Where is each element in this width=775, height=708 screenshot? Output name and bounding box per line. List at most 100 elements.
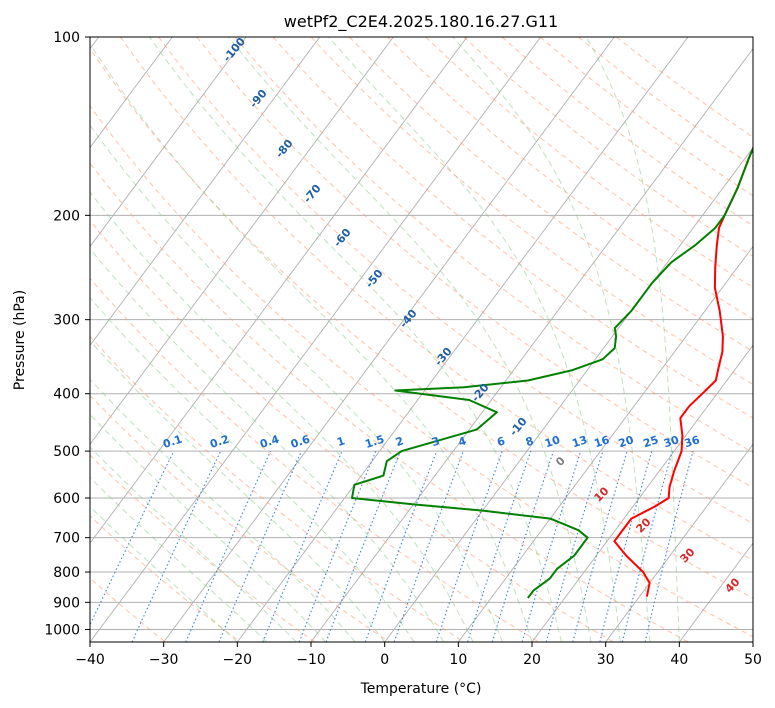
x-tick-label: 40	[670, 652, 688, 668]
dry-adiabat-line	[90, 335, 465, 642]
y-tick-label: 300	[53, 313, 80, 329]
moist-adiabat-line	[90, 505, 238, 642]
dry-adiabat-line	[310, 37, 753, 386]
plot-frame	[89, 36, 754, 643]
isotherm-line	[90, 37, 321, 347]
y-tick-label: 700	[53, 531, 80, 547]
mixing-ratio-label: 25	[642, 433, 661, 450]
mixing-ratio-label: 16	[593, 433, 612, 450]
isotherm-line	[605, 443, 753, 642]
chart-title: wetPf2_C2E4.2025.180.16.27.G11	[284, 12, 558, 32]
isotherm-line	[310, 47, 753, 642]
y-axis-ticks: 100 200 300 400 500 600 700 800 900 1000	[44, 30, 90, 638]
dry-adiabat-line	[90, 454, 315, 642]
mixing-ratio-label: 0.4	[258, 432, 281, 450]
moist-adiabats	[90, 37, 680, 642]
mixing-ratio-line	[393, 450, 464, 642]
dry-adiabat-line	[158, 37, 753, 525]
moist-adiabat-line	[90, 296, 415, 642]
mixing-ratio-label: 30	[662, 433, 681, 450]
x-tick-label: −20	[223, 652, 253, 668]
mixing-ratio-label: 10	[543, 433, 562, 450]
mixing-ratio-label: 13	[570, 433, 589, 450]
mixing-ratio-line	[572, 450, 628, 642]
isotherm-line	[90, 37, 247, 248]
dry-adiabat-line	[349, 37, 753, 353]
isotherm-line	[531, 344, 753, 642]
pressure-gridlines	[90, 37, 753, 630]
x-tick-label: 50	[744, 652, 762, 668]
x-tick-label: 30	[597, 652, 615, 668]
mixing-ratio-line	[466, 450, 532, 642]
mixing-ratio-label: 0.2	[208, 433, 231, 451]
temperature-profile-line	[613, 145, 753, 597]
dry-adiabat-line	[196, 37, 753, 489]
isotherm-line	[163, 37, 615, 642]
mixing-ratio-line	[262, 450, 343, 642]
mixing-ratio-lines	[90, 450, 694, 642]
dry-adiabat-line	[90, 105, 753, 638]
plot-area: 0.1 0.2 0.4 0.6 1 1.5 2 3 4 6 8 10 13 16 20 25 30 36-100-…	[90, 37, 753, 642]
dry-adiabat-line	[234, 37, 753, 454]
mixing-ratio-label: 1.5	[363, 433, 386, 451]
x-tick-label: −40	[75, 652, 105, 668]
dry-adiabat-line	[90, 277, 540, 642]
mixing-ratio-label: 3	[430, 434, 441, 449]
mixing-ratio-line	[298, 450, 377, 642]
moist-adiabat-line	[90, 446, 297, 642]
dewpoint-profile-line	[351, 145, 753, 599]
dry-adiabat-line	[463, 37, 753, 257]
mixing-ratio-line	[599, 450, 653, 642]
moist-adiabat-line	[90, 42, 533, 642]
x-tick-label: 20	[523, 652, 541, 668]
y-axis-title: Pressure (hPa)	[12, 290, 28, 390]
mixing-ratio-line	[364, 450, 438, 642]
moist-adiabat-line	[228, 37, 592, 642]
mixing-ratio-label: 36	[683, 433, 702, 450]
moist-adiabat-line	[90, 476, 268, 642]
isopleth-labels: 0.1 0.2 0.4 0.6 1 1.5 2 3 4 6 8 10 13 16 20 25 30 36-100-…	[161, 37, 742, 596]
y-tick-label: 1000	[44, 622, 80, 638]
mixing-ratio-line	[435, 450, 503, 642]
isotherm-line	[384, 146, 753, 642]
x-axis-title: Temperature (°C)	[360, 681, 482, 697]
dry-adiabat-line	[90, 394, 390, 642]
moist-adiabat-line	[90, 124, 503, 642]
y-tick-label: 500	[53, 444, 80, 460]
isotherm-line	[90, 37, 394, 445]
mixing-ratio-label: 20	[617, 433, 636, 450]
y-tick-label: 600	[53, 491, 80, 507]
x-axis-ticks: −40 −30 −20 −10 0 10 20 30 40 50	[75, 642, 762, 668]
moist-adiabat-line	[90, 340, 386, 642]
mixing-ratio-label: 0.1	[161, 433, 184, 451]
mixing-ratio-line	[491, 450, 555, 642]
y-tick-label: 400	[53, 387, 80, 403]
mixing-ratio-label: 4	[457, 434, 469, 449]
y-tick-label: 100	[53, 30, 80, 46]
y-tick-label: 800	[53, 565, 80, 581]
dry-adiabat-line	[90, 47, 753, 599]
mixing-ratio-line	[644, 450, 694, 642]
moist-adiabat-line	[90, 413, 327, 642]
dry-adiabats	[90, 37, 753, 642]
moist-adiabat-line	[149, 37, 562, 642]
isotherm-line	[90, 37, 468, 544]
x-tick-label: 10	[449, 652, 467, 668]
moist-adiabat-line	[328, 37, 621, 642]
mixing-ratio-line	[325, 450, 402, 642]
dry-adiabat-line	[539, 37, 753, 197]
mixing-ratio-line	[218, 450, 302, 642]
dry-adiabat-line	[120, 37, 753, 561]
mixing-ratio-label: 8	[524, 434, 535, 449]
mixing-ratio-label: 2	[394, 434, 405, 449]
moist-adiabat-line	[90, 378, 356, 642]
isotherm-line	[457, 245, 753, 642]
x-tick-label: 0	[380, 652, 389, 668]
dry-adiabat-line	[425, 37, 753, 289]
mixing-ratio-line	[621, 450, 673, 642]
y-tick-label: 900	[53, 595, 80, 611]
isotherm-line	[236, 37, 689, 642]
isotherm-line	[90, 37, 542, 642]
